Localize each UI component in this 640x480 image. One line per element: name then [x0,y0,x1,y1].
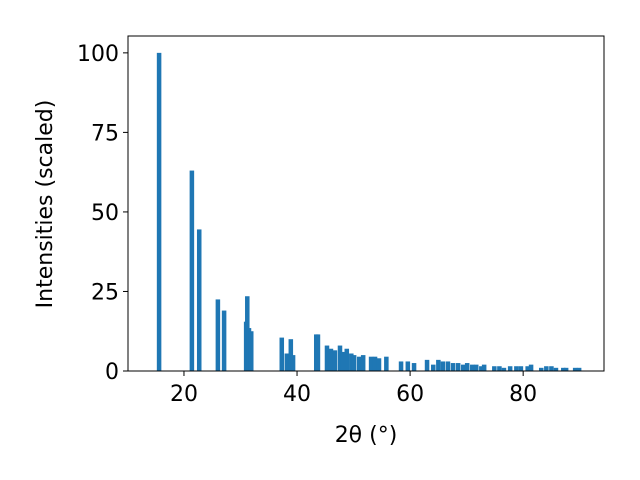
bar [544,366,549,371]
bar [497,366,502,371]
bar [356,356,362,371]
bar [572,367,578,371]
bar [328,348,334,371]
bar [398,361,404,371]
bar [344,348,350,371]
bar [440,361,446,371]
bar [525,366,530,371]
bar [514,366,519,371]
x-tick-label: 20 [170,382,198,407]
bar [518,366,524,371]
bar [445,361,451,371]
bar [411,363,417,371]
bar [436,359,441,371]
bar [424,359,430,371]
bar [464,363,470,371]
bar [248,331,254,371]
x-tick-label: 40 [283,382,311,407]
bar [405,361,411,371]
bar [337,345,343,371]
bar [368,356,374,371]
bar [470,364,475,371]
bar [351,355,357,371]
x-tick-label: 80 [509,382,537,407]
bar [332,350,338,371]
bar [553,367,559,371]
bar [324,345,330,371]
bar [460,364,466,371]
bar [563,367,569,371]
x-tick-label: 60 [396,382,424,407]
bar [372,356,378,371]
bar [507,366,513,371]
bar [576,367,582,371]
y-tick-label: 100 [77,42,119,67]
x-axis-label: 2θ (°) [335,423,398,448]
bar [473,364,479,371]
bar [215,299,221,371]
bar [479,366,484,371]
bar [156,52,162,371]
bar [549,366,554,371]
bar [561,367,566,371]
y-tick-label: 25 [91,280,119,305]
bar [501,367,507,371]
bar [384,356,389,371]
bar [492,366,497,371]
bar [196,229,202,371]
bar [455,363,461,371]
bar [189,170,195,371]
bar [221,310,227,371]
bar [431,364,436,371]
bar [290,355,296,371]
bar [376,358,382,371]
bar [340,351,346,371]
bar [284,353,290,371]
y-axis-label: Intensities (scaled) [33,100,58,309]
bar [450,363,456,371]
bar [288,339,294,371]
y-tick-label: 0 [105,360,119,385]
bar [538,367,544,371]
bar [481,364,487,371]
bar [360,355,366,371]
bar [279,337,285,371]
bar [349,353,354,371]
bar [315,334,321,371]
plot-frame [127,35,605,372]
y-tick-label: 50 [91,201,119,226]
y-tick-label: 75 [91,121,119,146]
bar [528,364,534,371]
